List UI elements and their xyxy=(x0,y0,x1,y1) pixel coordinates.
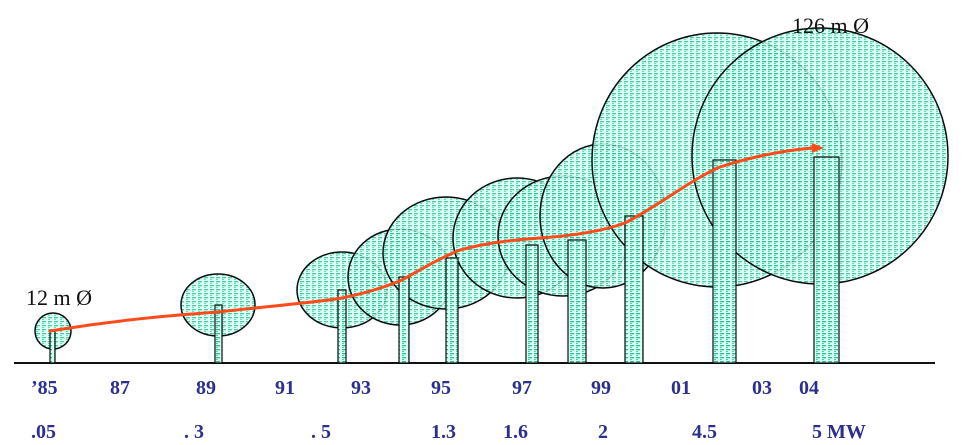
tower-1994 xyxy=(398,276,410,364)
tower-2004 xyxy=(813,156,840,364)
year-label: 99 xyxy=(591,377,611,399)
large-diameter-label: 126 m Ø xyxy=(792,13,869,38)
year-label: 97 xyxy=(512,377,532,399)
year-label: 91 xyxy=(275,377,295,399)
year-label: 89 xyxy=(196,377,216,399)
growth-curve xyxy=(48,146,814,333)
tower-1999 xyxy=(624,215,644,364)
turbine-towers xyxy=(49,156,840,364)
year-label: 95 xyxy=(431,377,451,399)
power-label: . 5 xyxy=(311,421,331,443)
turbine-rotors xyxy=(34,27,949,350)
tower-1985 xyxy=(49,330,56,364)
year-label: 01 xyxy=(671,377,691,399)
tower-1998 xyxy=(567,239,587,364)
tower-1997 xyxy=(525,244,539,364)
power-labels: .05 . 3 . 5 1.3 1.6 2 4.5 5 MW xyxy=(31,421,866,443)
tower-2001 xyxy=(712,159,737,364)
year-label: ’85 xyxy=(31,377,58,399)
tower-1995 xyxy=(445,257,459,364)
year-label: 93 xyxy=(351,377,371,399)
power-label: 5 MW xyxy=(812,421,866,443)
curve-arrowhead xyxy=(812,143,824,153)
power-label: 1.6 xyxy=(503,421,528,443)
year-label: 03 xyxy=(752,377,772,399)
small-diameter-label: 12 m Ø xyxy=(26,285,92,310)
power-label: 4.5 xyxy=(692,421,717,443)
year-label: 04 xyxy=(799,377,819,399)
power-label: 1.3 xyxy=(431,421,456,443)
tower-1993 xyxy=(337,289,347,364)
power-label: . 3 xyxy=(184,421,204,443)
year-labels: ’85 87 89 91 93 95 97 99 01 03 04 xyxy=(31,377,819,399)
power-label: .05 xyxy=(31,421,56,443)
tower-1989 xyxy=(214,304,223,364)
year-label: 87 xyxy=(110,377,130,399)
power-label: 2 xyxy=(598,421,608,443)
